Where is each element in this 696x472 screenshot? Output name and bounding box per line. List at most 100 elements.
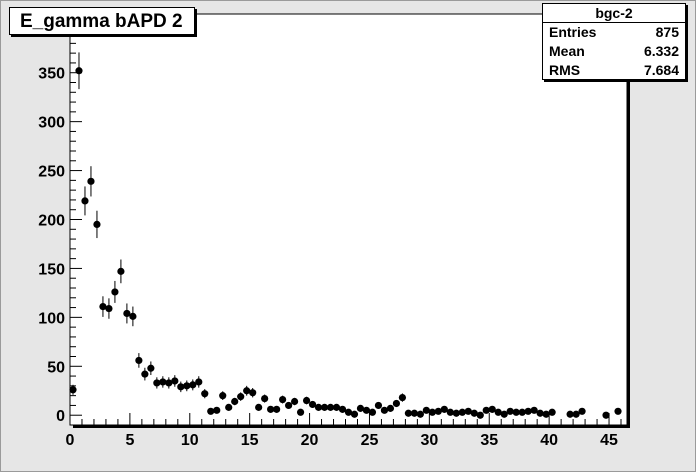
data-point — [602, 411, 610, 419]
data-point — [261, 394, 269, 403]
data-point — [117, 267, 125, 275]
data-point — [81, 197, 89, 205]
data-point — [368, 408, 377, 416]
data-point — [177, 383, 185, 391]
stats-value: 875 — [655, 24, 679, 40]
y-tick-label: 250 — [38, 164, 65, 181]
data-point — [482, 406, 490, 414]
x-tick-label: 45 — [600, 432, 618, 449]
stats-box: bgc-2 Entries 875 Mean 6.332 RMS 7.684 — [542, 3, 686, 80]
stats-row-entries: Entries 875 — [543, 23, 685, 42]
data-point — [147, 364, 155, 372]
x-tick-label: 35 — [480, 432, 498, 449]
x-tick-label: 20 — [301, 432, 319, 449]
data-point — [446, 408, 454, 416]
data-point — [159, 378, 167, 386]
y-tick-label: 300 — [38, 115, 65, 132]
y-tick-label: 50 — [47, 359, 65, 376]
stats-row-rms: RMS 7.684 — [543, 61, 685, 80]
data-point — [123, 309, 131, 318]
data-point — [243, 387, 251, 395]
data-point — [296, 408, 305, 416]
data-point — [542, 410, 550, 418]
data-point — [500, 410, 508, 418]
data-point — [171, 377, 179, 385]
data-point — [494, 408, 502, 416]
data-point — [530, 406, 538, 414]
data-point — [141, 370, 149, 378]
data-point — [207, 407, 215, 415]
x-tick-label: 10 — [181, 432, 199, 449]
data-point — [386, 404, 395, 412]
data-point — [566, 410, 574, 418]
data-point — [267, 405, 275, 413]
plot-frame — [69, 13, 628, 426]
stats-label: Mean — [549, 43, 585, 59]
x-tick-label: 25 — [361, 432, 379, 449]
data-point — [458, 408, 466, 416]
stats-label: RMS — [549, 62, 581, 78]
y-tick-label: 0 — [56, 408, 65, 425]
data-point — [350, 410, 359, 418]
data-point — [153, 379, 161, 387]
data-point — [69, 386, 77, 394]
y-tick-label: 350 — [38, 66, 65, 83]
data-point — [374, 401, 383, 410]
data-point — [189, 381, 197, 389]
data-point — [464, 407, 472, 415]
data-point — [255, 403, 263, 411]
data-point — [470, 409, 478, 417]
data-point — [225, 403, 233, 411]
data-point — [338, 405, 347, 413]
y-tick-label: 100 — [38, 310, 65, 327]
data-point — [308, 400, 317, 409]
data-point — [578, 407, 586, 415]
data-point — [75, 67, 83, 75]
stats-name: bgc-2 — [543, 4, 685, 23]
data-point — [404, 409, 412, 417]
data-point — [614, 407, 622, 415]
data-point — [165, 379, 173, 387]
data-point — [344, 408, 353, 416]
data-point — [356, 404, 365, 412]
data-point — [536, 409, 544, 417]
y-tick-label: 150 — [38, 261, 65, 278]
data-point — [285, 401, 293, 410]
data-point — [237, 393, 245, 401]
data-point — [488, 405, 496, 413]
data-point — [87, 177, 95, 185]
data-point — [572, 410, 580, 418]
data-point — [93, 220, 101, 228]
data-point — [398, 394, 407, 402]
data-point — [326, 403, 335, 411]
data-point — [422, 406, 430, 414]
stats-value: 6.332 — [643, 43, 679, 59]
data-point — [213, 406, 221, 414]
data-point — [195, 378, 203, 386]
stats-value: 7.684 — [643, 62, 679, 78]
stats-label: Entries — [549, 24, 597, 40]
data-point — [183, 382, 191, 390]
data-point — [320, 403, 329, 411]
data-point — [518, 408, 526, 416]
y-tick-label: 200 — [38, 213, 65, 230]
data-point — [290, 397, 299, 406]
data-point — [416, 410, 424, 418]
data-point — [129, 312, 137, 320]
data-point — [314, 403, 323, 411]
data-point — [410, 409, 418, 417]
data-point — [273, 405, 281, 413]
x-tick-label: 40 — [540, 432, 558, 449]
data-point — [392, 399, 401, 408]
data-point — [428, 408, 436, 416]
data-point — [434, 407, 442, 415]
data-point — [524, 407, 532, 415]
data-point — [249, 389, 257, 397]
data-point — [105, 304, 113, 313]
data-point — [440, 405, 448, 413]
stats-row-mean: Mean 6.332 — [543, 42, 685, 61]
data-point — [380, 406, 389, 414]
data-point — [506, 407, 514, 415]
data-point — [135, 356, 143, 365]
